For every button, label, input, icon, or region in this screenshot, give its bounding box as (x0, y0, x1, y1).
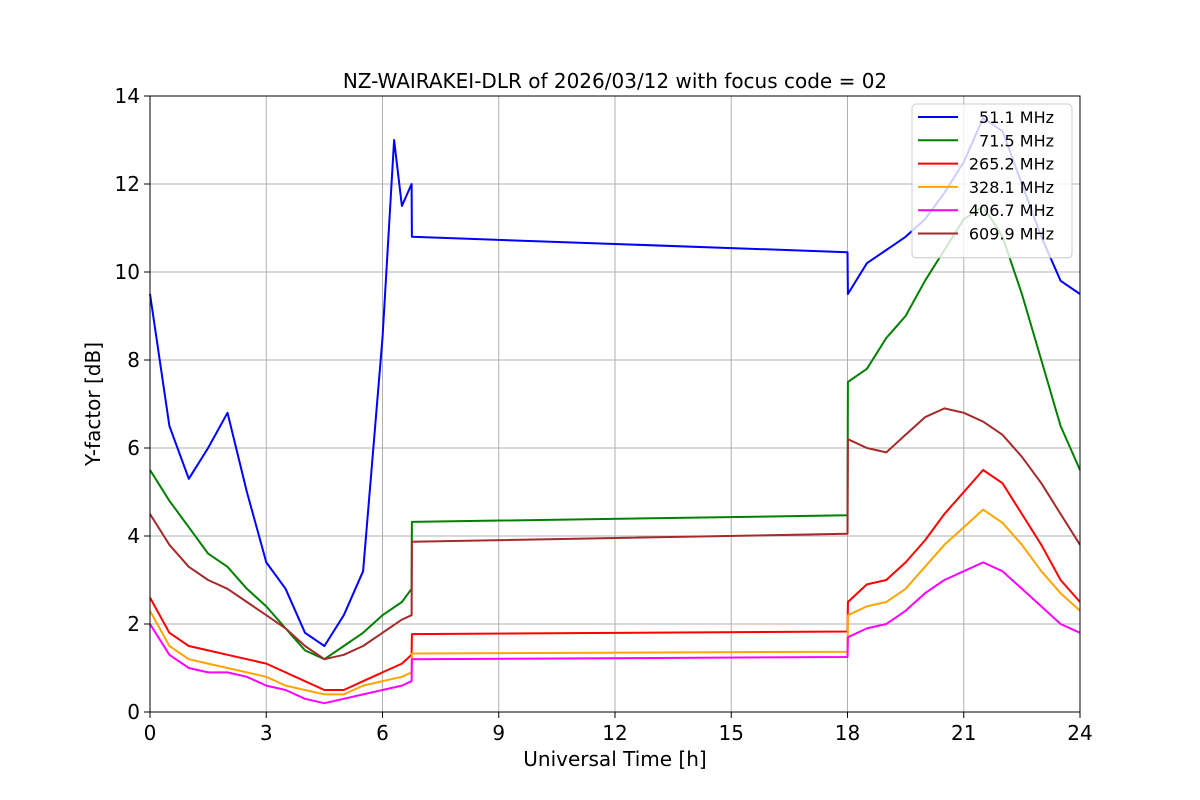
legend-label-4: 328.1 MHz (969, 178, 1054, 197)
x-tick-label: 24 (1067, 721, 1092, 745)
legend-label-3: 265.2 MHz (969, 155, 1054, 174)
x-axis: 0 3 6 9 12 15 18 21 24 (144, 712, 1093, 745)
x-tick-label: 18 (835, 721, 860, 745)
legend-label-5: 406.7 MHz (969, 201, 1054, 220)
x-tick-label: 15 (719, 721, 744, 745)
legend-label-2: 71.5 MHz (979, 131, 1054, 150)
x-tick-label: 3 (260, 721, 273, 745)
x-tick-label: 12 (602, 721, 627, 745)
y-tick-label: 14 (115, 84, 140, 108)
y-tick-label: 12 (115, 172, 140, 196)
y-axis: 0 2 4 6 8 10 12 14 (115, 84, 150, 724)
y-tick-label: 4 (127, 524, 140, 548)
chart-title: NZ-WAIRAKEI-DLR of 2026/03/12 with focus… (343, 69, 887, 93)
legend-box (911, 103, 1073, 259)
x-tick-label: 6 (376, 721, 389, 745)
series-line-3 (149, 469, 1081, 691)
x-tick-label: 21 (951, 721, 976, 745)
series-line-6 (149, 407, 1081, 661)
y-tick-label: 0 (127, 700, 140, 724)
legend-label-6: 609.9 MHz (969, 225, 1054, 244)
y-tick-label: 6 (127, 436, 140, 460)
y-tick-label: 2 (127, 612, 140, 636)
legend-label-1: 51.1 MHz (979, 108, 1054, 127)
y-tick-label: 8 (127, 348, 140, 372)
y-axis-label: Y-factor [dB] (81, 342, 105, 467)
x-tick-label: 0 (144, 721, 157, 745)
x-axis-label: Universal Time [h] (523, 747, 706, 771)
y-tick-label: 10 (115, 260, 140, 284)
x-tick-label: 9 (492, 721, 505, 745)
legend: 51.1 MHz 71.5 MHz 265.2 MHz 328.1 MHz 406.7 … (911, 103, 1073, 259)
series-line-5 (149, 561, 1081, 705)
